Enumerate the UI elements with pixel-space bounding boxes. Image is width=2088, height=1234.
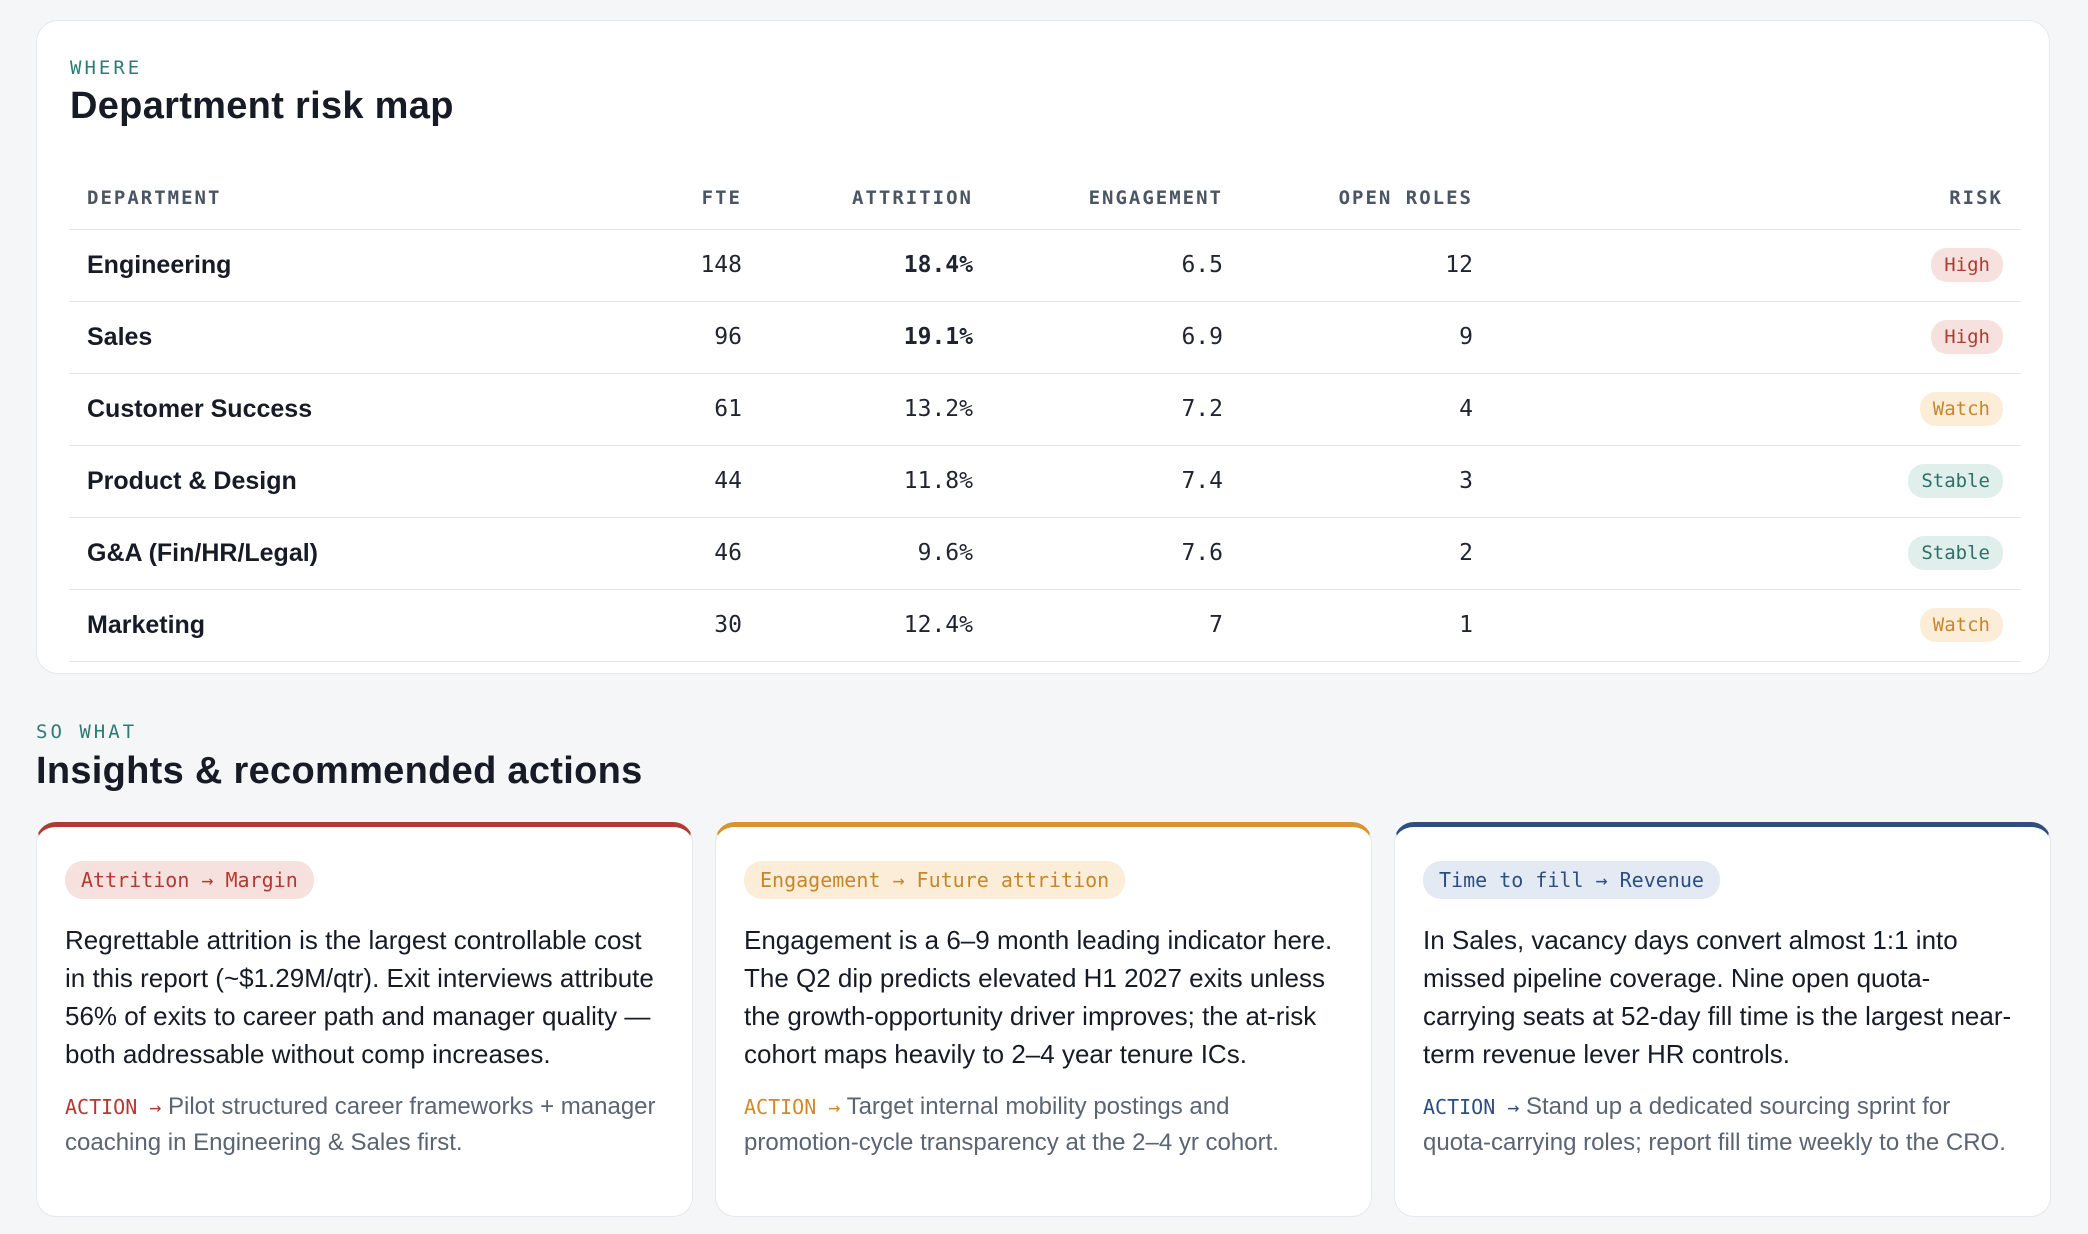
action-label: ACTION → [1423, 1095, 1520, 1119]
action-text: Target internal mobility postings and pr… [744, 1093, 1279, 1156]
engagement-value: 6.5 [991, 229, 1241, 302]
column-header-department[interactable]: DEPARTMENT [69, 167, 549, 230]
fte-value: 46 [549, 517, 760, 590]
attrition-value: 18.4% [760, 229, 991, 302]
insight-body: Engagement is a 6–9 month leading indica… [744, 925, 1333, 1069]
engagement-value: 7 [991, 589, 1241, 662]
insights-eyebrow: SO WHAT [36, 721, 138, 743]
action-label: ACTION → [65, 1095, 162, 1119]
insight-body: In Sales, vacancy days convert almost 1:… [1423, 925, 2012, 1069]
department-risk-map-panel: WHERE Department risk map DEPARTMENT FTE… [36, 20, 2050, 674]
insight-tag: Engagement → Future attrition [744, 861, 1126, 899]
risk-cell: Stable [1491, 445, 2021, 518]
table-header-row: DEPARTMENT FTE ATTRITION ENGAGEMENT OPEN… [69, 167, 2021, 230]
engagement-value: 7.6 [991, 517, 1241, 590]
insight-action: ACTION → Stand up a dedicated sourcing s… [1423, 1089, 2022, 1160]
column-header-fte[interactable]: FTE [549, 167, 760, 230]
department-name: Marketing [69, 589, 549, 662]
risk-cell: High [1491, 301, 2021, 374]
risk-badge: Watch [1919, 608, 2003, 642]
attrition-value: 13.2% [760, 373, 991, 446]
open-roles-value: 12 [1241, 229, 1491, 302]
fte-value: 96 [549, 301, 760, 374]
risk-badge: Stable [1908, 536, 2003, 570]
attrition-value: 12.4% [760, 589, 991, 662]
insight-card-engagement: Engagement → Future attrition Engagement… [715, 822, 1372, 1217]
insight-body: Regrettable attrition is the largest con… [65, 925, 654, 1069]
fte-value: 148 [549, 229, 760, 302]
table-row: Engineering 148 18.4% 6.5 12 High [69, 229, 2021, 302]
attrition-value: 11.8% [760, 445, 991, 518]
table-row: Marketing 30 12.4% 7 1 Watch [69, 589, 2021, 662]
column-header-open-roles[interactable]: OPEN ROLES [1241, 167, 1491, 230]
department-name: Product & Design [69, 445, 549, 518]
insight-card-time-to-fill: Time to fill → Revenue In Sales, vacancy… [1394, 822, 2051, 1217]
open-roles-value: 9 [1241, 301, 1491, 374]
attrition-value: 9.6% [760, 517, 991, 590]
risk-cell: Watch [1491, 373, 2021, 446]
fte-value: 61 [549, 373, 760, 446]
action-text: Pilot structured career frameworks + man… [65, 1093, 656, 1156]
open-roles-value: 2 [1241, 517, 1491, 590]
risk-badge: High [1931, 248, 2003, 282]
column-header-engagement[interactable]: ENGAGEMENT [991, 167, 1241, 230]
fte-value: 44 [549, 445, 760, 518]
insight-action: ACTION → Pilot structured career framewo… [65, 1089, 664, 1160]
risk-badge: Stable [1908, 464, 2003, 498]
table-row: Product & Design 44 11.8% 7.4 3 Stable [69, 445, 2021, 518]
attrition-value: 19.1% [760, 301, 991, 374]
department-name: G&A (Fin/HR/Legal) [69, 517, 549, 590]
column-header-risk[interactable]: RISK [1491, 167, 2021, 230]
insight-action: ACTION → Target internal mobility postin… [744, 1089, 1343, 1160]
risk-badge: Watch [1919, 392, 2003, 426]
table-row: Customer Success 61 13.2% 7.2 4 Watch [69, 373, 2021, 446]
engagement-value: 7.2 [991, 373, 1241, 446]
insight-tag: Time to fill → Revenue [1423, 861, 1720, 899]
table-row: Sales 96 19.1% 6.9 9 High [69, 301, 2021, 374]
risk-cell: High [1491, 229, 2021, 302]
section-title: Department risk map [70, 85, 454, 127]
engagement-value: 6.9 [991, 301, 1241, 374]
department-name: Sales [69, 301, 549, 374]
insights-title: Insights & recommended actions [36, 750, 643, 792]
open-roles-value: 4 [1241, 373, 1491, 446]
risk-cell: Stable [1491, 517, 2021, 590]
fte-value: 30 [549, 589, 760, 662]
engagement-value: 7.4 [991, 445, 1241, 518]
department-name: Engineering [69, 229, 549, 302]
open-roles-value: 1 [1241, 589, 1491, 662]
section-eyebrow: WHERE [70, 57, 143, 79]
insight-card-attrition: Attrition → Margin Regrettable attrition… [36, 822, 693, 1217]
action-label: ACTION → [744, 1095, 841, 1119]
risk-table: DEPARTMENT FTE ATTRITION ENGAGEMENT OPEN… [69, 167, 2021, 662]
risk-badge: High [1931, 320, 2003, 354]
risk-cell: Watch [1491, 589, 2021, 662]
insight-tag: Attrition → Margin [65, 861, 314, 899]
action-text: Stand up a dedicated sourcing sprint for… [1423, 1093, 2006, 1156]
column-header-attrition[interactable]: ATTRITION [760, 167, 991, 230]
department-name: Customer Success [69, 373, 549, 446]
table-row: G&A (Fin/HR/Legal) 46 9.6% 7.6 2 Stable [69, 517, 2021, 590]
open-roles-value: 3 [1241, 445, 1491, 518]
